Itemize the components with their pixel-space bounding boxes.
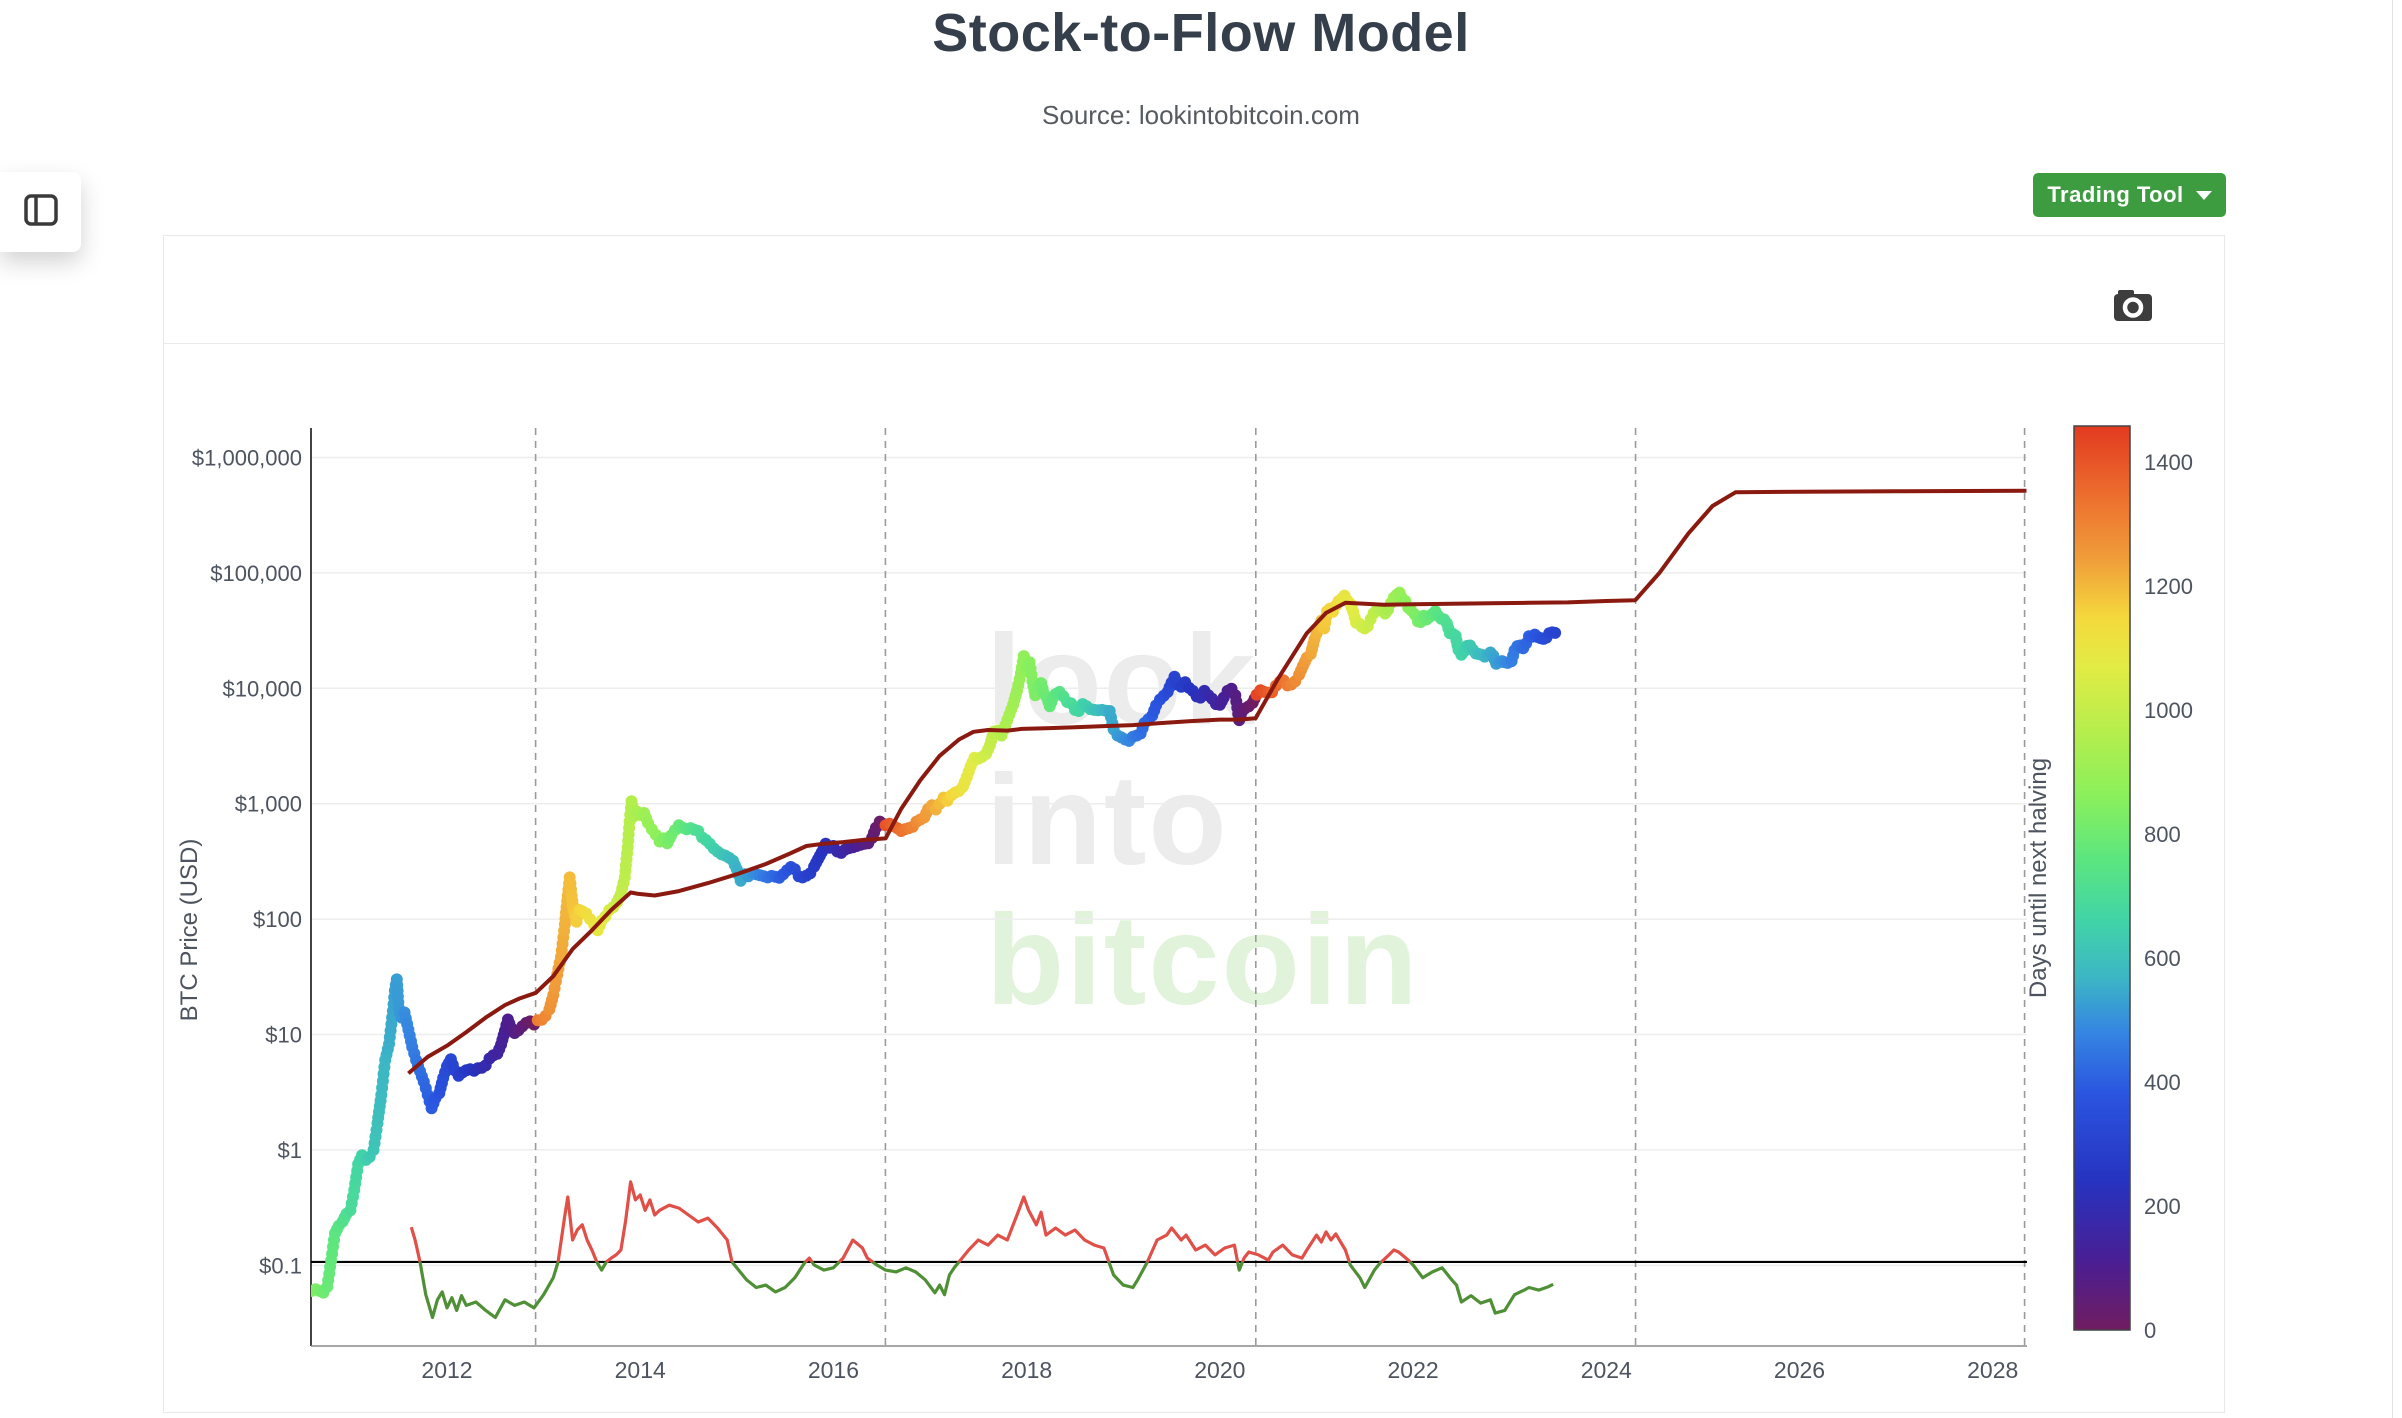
- source-text: Source: lookintobitcoin.com: [1042, 100, 1360, 130]
- chart-toolbar: [164, 236, 2224, 344]
- chevron-down-icon: [2195, 190, 2212, 200]
- camera-button[interactable]: [2109, 284, 2157, 330]
- watermark: look into bitcoin: [986, 611, 1420, 1031]
- watermark-line: look: [986, 609, 1258, 752]
- chart-card: look into bitcoin: [163, 235, 2225, 1413]
- watermark-line: bitcoin: [986, 889, 1420, 1032]
- sidebar-layout-icon: [23, 192, 59, 233]
- trading-tool-button[interactable]: Trading Tool: [2033, 173, 2226, 217]
- trading-tool-label: Trading Tool: [2047, 182, 2184, 207]
- sidebar-toggle-button[interactable]: [0, 172, 81, 252]
- page-title: Stock-to-Flow Model: [932, 3, 1470, 63]
- watermark-line: into: [986, 749, 1229, 892]
- camera-icon: [2113, 287, 2153, 328]
- page-edge-divider: [2392, 0, 2393, 1418]
